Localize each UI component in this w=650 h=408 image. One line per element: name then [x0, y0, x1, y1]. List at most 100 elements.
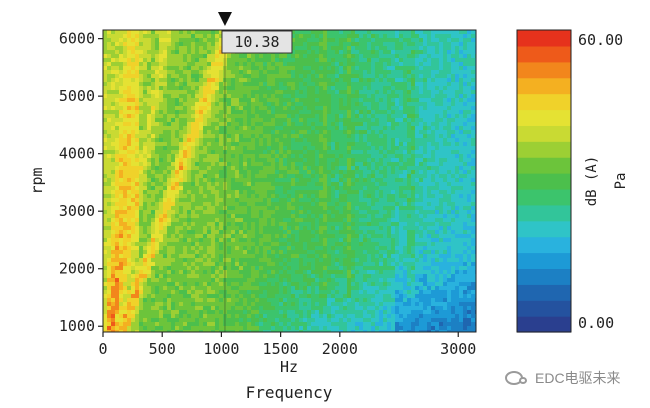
heatmap-cell	[259, 54, 264, 59]
heatmap-cell	[179, 50, 184, 55]
heatmap-cell	[355, 146, 360, 151]
heatmap-cell	[295, 86, 300, 91]
heatmap-cell	[399, 70, 404, 75]
heatmap-cell	[183, 186, 188, 191]
heatmap-cell	[435, 54, 440, 59]
heatmap-cell	[267, 102, 272, 107]
heatmap-cell	[287, 146, 292, 151]
heatmap-cell	[403, 158, 408, 163]
heatmap-cell	[367, 98, 372, 103]
heatmap-cell	[347, 230, 352, 235]
heatmap-cell	[163, 122, 168, 127]
heatmap-cell	[331, 110, 336, 115]
heatmap-cell	[143, 198, 148, 203]
heatmap-cell	[171, 146, 176, 151]
heatmap-cell	[359, 214, 364, 219]
heatmap-cell	[291, 230, 296, 235]
heatmap-cell	[431, 222, 436, 227]
heatmap-cell	[283, 62, 288, 67]
heatmap-cell	[339, 50, 344, 55]
heatmap-cell	[123, 78, 128, 83]
heatmap-cell	[139, 218, 144, 223]
heatmap-cell	[379, 102, 384, 107]
heatmap-cell	[147, 58, 152, 63]
heatmap-cell	[383, 198, 388, 203]
heatmap-cell	[207, 82, 212, 87]
heatmap-cell	[359, 162, 364, 167]
heatmap-cell	[119, 94, 124, 99]
heatmap-cell	[347, 146, 352, 151]
heatmap-cell	[459, 230, 464, 235]
heatmap-cell	[435, 178, 440, 183]
heatmap-cell	[235, 194, 240, 199]
heatmap-cell	[243, 174, 248, 179]
heatmap-cell	[355, 114, 360, 119]
heatmap-cell	[151, 186, 156, 191]
heatmap-cell	[303, 202, 308, 207]
heatmap-cell	[223, 194, 228, 199]
heatmap-cell	[119, 38, 124, 43]
heatmap-cell	[399, 138, 404, 143]
heatmap-cell	[107, 186, 112, 191]
heatmap-cell	[299, 58, 304, 63]
heatmap-cell	[231, 210, 236, 215]
heatmap-cell	[155, 134, 160, 139]
heatmap-cell	[387, 78, 392, 83]
heatmap-cell	[443, 106, 448, 111]
heatmap-cell	[403, 134, 408, 139]
heatmap-cell	[207, 214, 212, 219]
heatmap-cell	[339, 102, 344, 107]
heatmap-cell	[183, 118, 188, 123]
heatmap-cell	[283, 82, 288, 87]
heatmap-cell	[171, 178, 176, 183]
heatmap-cell	[271, 166, 276, 171]
heatmap-cell	[279, 230, 284, 235]
heatmap-cell	[263, 118, 268, 123]
heatmap-cell	[351, 230, 356, 235]
heatmap-cell	[339, 74, 344, 79]
heatmap-cell	[191, 86, 196, 91]
heatmap-cell	[275, 98, 280, 103]
heatmap-cell	[311, 146, 316, 151]
heatmap-cell	[367, 66, 372, 71]
heatmap-cell	[375, 238, 380, 243]
heatmap-cell	[459, 134, 464, 139]
heatmap-cell	[259, 238, 264, 243]
heatmap-cell	[171, 174, 176, 179]
heatmap-cell	[359, 226, 364, 231]
heatmap-cell	[415, 182, 420, 187]
heatmap-cell	[175, 34, 180, 39]
heatmap-cell	[283, 126, 288, 131]
heatmap-cell	[159, 70, 164, 75]
heatmap-cell	[167, 66, 172, 71]
heatmap-cell	[151, 98, 156, 103]
heatmap-cell	[183, 182, 188, 187]
heatmap-cell	[167, 78, 172, 83]
heatmap-cell	[451, 174, 456, 179]
heatmap-cell	[239, 130, 244, 135]
heatmap-cell	[275, 190, 280, 195]
heatmap-cell	[399, 222, 404, 227]
heatmap-cell	[175, 74, 180, 79]
heatmap-cell	[267, 214, 272, 219]
heatmap-cell	[419, 122, 424, 127]
heatmap-cell	[351, 118, 356, 123]
heatmap-cell	[311, 234, 316, 239]
heatmap-cell	[351, 114, 356, 119]
heatmap-cell	[327, 198, 332, 203]
heatmap-cell	[303, 102, 308, 107]
heatmap-cell	[123, 222, 128, 227]
heatmap-cell	[107, 202, 112, 207]
heatmap-cell	[239, 102, 244, 107]
heatmap-cell	[311, 62, 316, 67]
heatmap-cell	[103, 86, 108, 91]
heatmap-cell	[399, 162, 404, 167]
heatmap-cell	[319, 174, 324, 179]
heatmap-cell	[123, 214, 128, 219]
heatmap-cell	[223, 162, 228, 167]
heatmap-cell	[311, 38, 316, 43]
heatmap-cell	[279, 182, 284, 187]
heatmap-cell	[195, 134, 200, 139]
heatmap-cell	[443, 46, 448, 51]
heatmap-cell	[391, 114, 396, 119]
